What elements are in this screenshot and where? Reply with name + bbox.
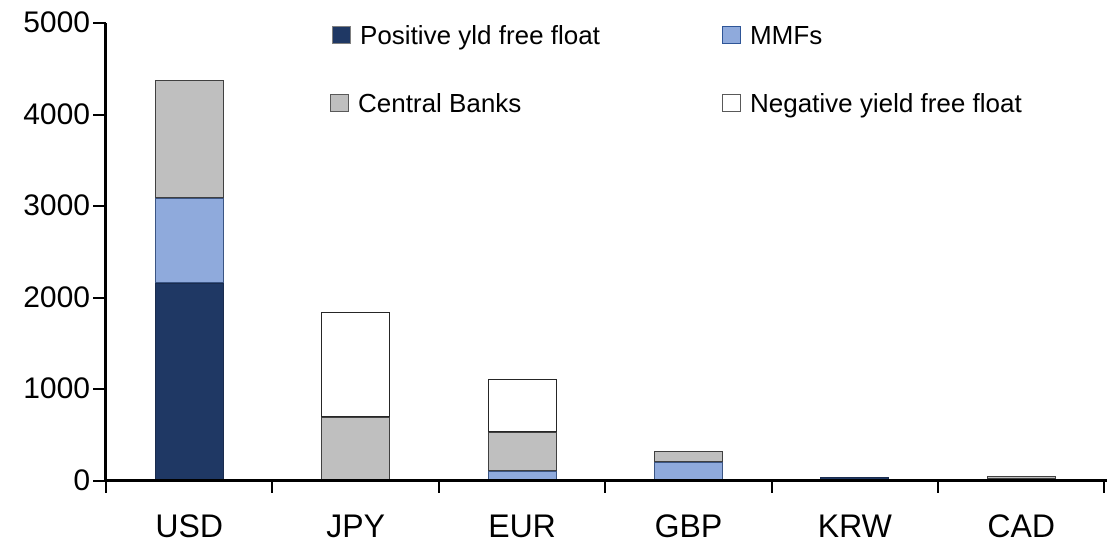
y-axis-label-5000: 5000 [23,6,90,39]
bar-segment-cad-central-banks [986,476,1056,479]
y-axis-tick-1000 [93,388,106,391]
legend-label-negative-yield-free-float: Negative yield free float [750,88,1022,118]
bar-segment-eur-negative-yield-free-float [487,378,557,432]
legend-item-central-banks: Central Banks [330,89,521,117]
x-axis-label-cad: CAD [987,508,1055,544]
y-axis-label-2000: 2000 [23,280,90,314]
y-axis-tick-0 [93,480,106,482]
x-axis-label-krw: KRW [817,508,892,544]
y-axis-line [104,23,107,482]
y-axis-tick-3000 [93,205,106,208]
legend-label-positive-yld-free-float: Positive yld free float [360,20,600,50]
legend-label-mmfs: MMFs [750,20,823,50]
y-axis-tick-5000 [93,22,106,24]
x-axis-tick-0 [105,479,107,493]
x-axis-tick-2 [437,479,440,493]
bar-segment-usd-mmfs [154,198,224,284]
x-axis-label-jpy: JPY [326,508,385,544]
y-axis-label-0: 0 [73,464,90,497]
y-axis-label-1000: 1000 [23,372,90,406]
x-axis-tick-1 [271,479,274,493]
bar-segment-usd-central-banks [154,79,224,198]
y-axis-label-4000: 4000 [23,97,90,131]
x-axis-tick-3 [604,479,607,493]
legend-item-mmfs: MMFs [722,21,822,49]
legend-swatch-central-banks [330,94,349,112]
bar-segment-gbp-central-banks [653,450,723,462]
legend-item-negative-yield-free-float: Negative yield free float [722,89,1022,117]
x-axis-line [104,479,1107,482]
x-axis-tick-4 [770,479,773,493]
x-axis-tick-5 [937,479,939,493]
y-axis-label-3000: 3000 [23,189,90,223]
legend-swatch-mmfs [722,26,741,44]
legend-item-positive-yld-free-float: Positive yld free float [332,21,600,49]
y-axis-tick-4000 [93,113,106,116]
bar-segment-jpy-negative-yield-free-float [321,312,391,417]
legend-label-central-banks: Central Banks [358,88,522,118]
legend-swatch-negative-yield-free-float [722,94,741,112]
x-axis-label-usd: USD [155,508,223,544]
x-axis-label-eur: EUR [488,508,556,544]
x-axis-label-gbp: GBP [654,508,723,544]
x-axis-tick-6 [1103,479,1106,493]
bar-segment-eur-central-banks [487,432,557,471]
bar-segment-usd-positive-yld-free-float [154,283,224,481]
legend-swatch-positive-yld-free-float [332,26,351,44]
y-axis-tick-2000 [93,296,106,299]
